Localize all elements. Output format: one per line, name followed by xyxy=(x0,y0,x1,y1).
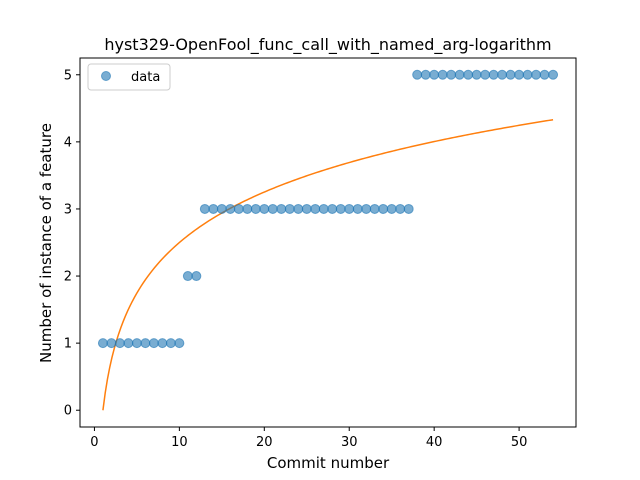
data-point xyxy=(242,203,253,214)
data-point xyxy=(369,203,380,214)
data-point xyxy=(140,338,151,349)
data-point xyxy=(403,203,414,214)
plot-area xyxy=(97,69,559,411)
legend-marker-data xyxy=(101,71,111,81)
data-point xyxy=(344,203,355,214)
data-point xyxy=(191,271,202,282)
data-point xyxy=(318,203,329,214)
data-point xyxy=(429,69,440,80)
data-point xyxy=(182,271,193,282)
data-point xyxy=(386,203,397,214)
y-tick-label: 2 xyxy=(64,270,72,285)
data-point xyxy=(216,203,227,214)
legend-label-data: data xyxy=(131,70,160,85)
y-tick-label: 0 xyxy=(64,404,72,419)
y-tick-label: 3 xyxy=(64,202,72,217)
data-point xyxy=(106,338,117,349)
data-point xyxy=(539,69,550,80)
y-axis-title: Number of instance of a feature xyxy=(37,123,55,363)
x-tick-label: 20 xyxy=(256,435,273,450)
data-point xyxy=(114,338,125,349)
data-point xyxy=(352,203,363,214)
data-point xyxy=(361,203,372,214)
data-point xyxy=(412,69,423,80)
data-point xyxy=(463,69,474,80)
data-point xyxy=(335,203,346,214)
plot-frame xyxy=(79,57,577,428)
data-point xyxy=(480,69,491,80)
data-point xyxy=(497,69,508,80)
data-point xyxy=(123,338,134,349)
data-point xyxy=(327,203,338,214)
data-point xyxy=(199,203,210,214)
data-point xyxy=(420,69,431,80)
data-point xyxy=(522,69,533,80)
data-point xyxy=(488,69,499,80)
data-point xyxy=(259,203,270,214)
x-tick-label: 30 xyxy=(341,435,358,450)
data-point xyxy=(233,203,244,214)
legend: data xyxy=(87,63,171,91)
y-tick-label: 1 xyxy=(64,337,72,352)
y-tick-label: 4 xyxy=(64,135,72,150)
x-axis: 0 10 20 30 40 50 xyxy=(90,427,527,450)
data-point xyxy=(454,69,465,80)
data-point xyxy=(225,203,236,214)
y-tick-label: 5 xyxy=(64,68,72,83)
data-point xyxy=(548,69,559,80)
x-axis-title: Commit number xyxy=(267,454,390,472)
x-tick-label: 50 xyxy=(511,435,528,450)
x-tick-label: 0 xyxy=(90,435,98,450)
data-point xyxy=(267,203,278,214)
data-point xyxy=(284,203,295,214)
data-point xyxy=(395,203,406,214)
chart-title: hyst329-OpenFool_func_call_with_named_ar… xyxy=(104,35,551,55)
data-point xyxy=(208,203,219,214)
y-axis: 0 1 2 3 4 5 xyxy=(64,68,80,419)
data-point xyxy=(276,203,287,214)
data-point xyxy=(250,203,261,214)
data-point xyxy=(148,338,159,349)
data-point xyxy=(293,203,304,214)
data-point xyxy=(446,69,457,80)
data-point xyxy=(531,69,542,80)
x-tick-label: 40 xyxy=(426,435,443,450)
data-point xyxy=(505,69,516,80)
data-point xyxy=(157,338,168,349)
data-point xyxy=(174,338,185,349)
data-point xyxy=(97,338,108,349)
data-point xyxy=(437,69,448,80)
data-point xyxy=(310,203,321,214)
data-point xyxy=(471,69,482,80)
data-point xyxy=(301,203,312,214)
x-tick-label: 10 xyxy=(171,435,188,450)
data-point xyxy=(131,338,142,349)
data-point xyxy=(378,203,389,214)
data-point xyxy=(514,69,525,80)
legend-box xyxy=(87,63,171,91)
data-point xyxy=(165,338,176,349)
trend-line xyxy=(102,118,554,411)
